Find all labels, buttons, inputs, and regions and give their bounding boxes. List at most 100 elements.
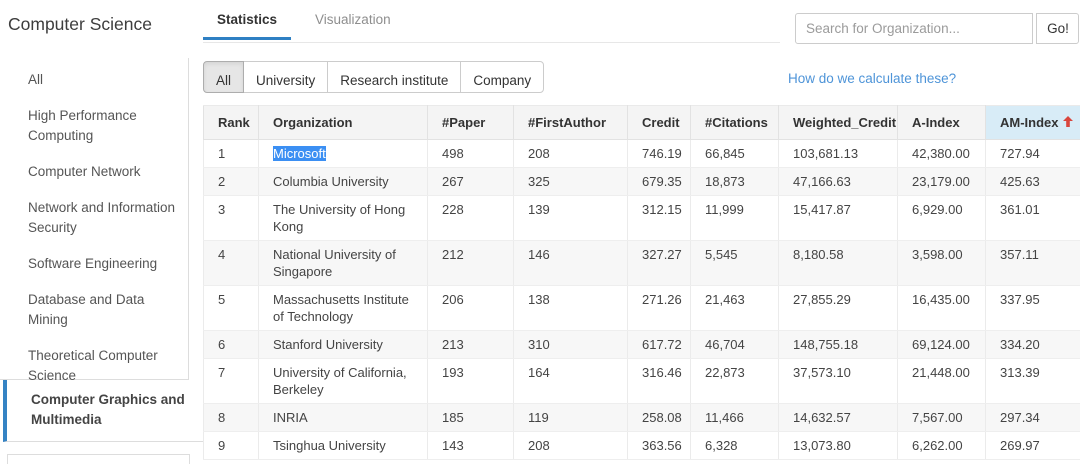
am_index-cell: 425.63 xyxy=(986,168,1080,196)
column-header-label: Organization xyxy=(273,115,352,130)
weighted_credit-cell: 8,180.58 xyxy=(779,241,898,286)
organization-cell[interactable]: University of California, Berkeley xyxy=(259,359,428,404)
column-header[interactable]: Credit xyxy=(628,106,691,140)
filter-button[interactable]: Research institute xyxy=(327,61,461,93)
paper-cell: 498 xyxy=(428,140,514,168)
column-header[interactable]: #Paper xyxy=(428,106,514,140)
credit-cell: 327.27 xyxy=(628,241,691,286)
tab-statistics[interactable]: Statistics xyxy=(203,0,291,40)
organization-cell[interactable]: Massachusetts Institute of Technology xyxy=(259,286,428,331)
organization-cell[interactable]: Tsinghua University xyxy=(259,432,428,460)
credit-cell: 746.19 xyxy=(628,140,691,168)
am_index-cell: 297.34 xyxy=(986,404,1080,432)
organization-selected-text[interactable]: Microsoft xyxy=(273,146,326,161)
first_author-cell: 325 xyxy=(514,168,628,196)
organization-cell[interactable]: Columbia University xyxy=(259,168,428,196)
column-header[interactable]: #Citations xyxy=(691,106,779,140)
first_author-cell: 146 xyxy=(514,241,628,286)
paper-cell: 212 xyxy=(428,241,514,286)
organization-cell[interactable]: National University of Singapore xyxy=(259,241,428,286)
rank-cell: 2 xyxy=(204,168,259,196)
a_index-cell: 6,262.00 xyxy=(898,432,986,460)
rank-cell: 7 xyxy=(204,359,259,404)
a_index-cell: 42,380.00 xyxy=(898,140,986,168)
search-input[interactable] xyxy=(795,13,1033,44)
filter-button[interactable]: All xyxy=(203,61,244,93)
credit-cell: 679.35 xyxy=(628,168,691,196)
am_index-cell: 337.95 xyxy=(986,286,1080,331)
rank-cell: 9 xyxy=(204,432,259,460)
paper-cell: 193 xyxy=(428,359,514,404)
citations-cell: 21,463 xyxy=(691,286,779,331)
credit-cell: 258.08 xyxy=(628,404,691,432)
a_index-cell: 69,124.00 xyxy=(898,331,986,359)
tab-visualization[interactable]: Visualization xyxy=(301,0,405,40)
sidebar-title: Computer Science xyxy=(8,14,152,35)
column-header-label: Weighted_Credit xyxy=(793,115,896,130)
column-header[interactable]: Rank xyxy=(204,106,259,140)
column-header[interactable]: A-Index xyxy=(898,106,986,140)
a_index-cell: 16,435.00 xyxy=(898,286,986,331)
citations-cell: 11,466 xyxy=(691,404,779,432)
weighted_credit-cell: 27,855.29 xyxy=(779,286,898,331)
first_author-cell: 208 xyxy=(514,140,628,168)
rank-cell: 8 xyxy=(204,404,259,432)
sidebar-item[interactable]: Computer Network xyxy=(0,154,188,190)
sidebar-item[interactable]: Database and Data Mining xyxy=(0,282,188,338)
paper-cell: 185 xyxy=(428,404,514,432)
first_author-cell: 164 xyxy=(514,359,628,404)
sort-up-icon xyxy=(1063,114,1073,131)
rank-cell: 3 xyxy=(204,196,259,241)
column-header-label: Rank xyxy=(218,115,250,130)
organization-cell[interactable]: Microsoft xyxy=(259,140,428,168)
am_index-cell: 357.11 xyxy=(986,241,1080,286)
citations-cell: 6,328 xyxy=(691,432,779,460)
sidebar-item-partial[interactable] xyxy=(7,454,190,464)
filter-button[interactable]: Company xyxy=(460,61,544,93)
statistics-table: Rank Organization #Paper #FirstAuthor Credit… xyxy=(203,105,1080,460)
column-header[interactable]: #FirstAuthor xyxy=(514,106,628,140)
column-header[interactable]: Organization xyxy=(259,106,428,140)
weighted_credit-cell: 47,166.63 xyxy=(779,168,898,196)
column-header[interactable]: AM-Index xyxy=(986,106,1080,140)
weighted_credit-cell: 148,755.18 xyxy=(779,331,898,359)
weighted_credit-cell: 14,632.57 xyxy=(779,404,898,432)
organization-cell[interactable]: Stanford University xyxy=(259,331,428,359)
paper-cell: 143 xyxy=(428,432,514,460)
filter-button[interactable]: University xyxy=(243,61,328,93)
calculation-help-link[interactable]: How do we calculate these? xyxy=(788,71,956,86)
sidebar-item[interactable]: High Performance Computing xyxy=(0,98,188,154)
paper-cell: 228 xyxy=(428,196,514,241)
paper-cell: 206 xyxy=(428,286,514,331)
first_author-cell: 208 xyxy=(514,432,628,460)
organization-cell[interactable]: The University of Hong Kong xyxy=(259,196,428,241)
first_author-cell: 310 xyxy=(514,331,628,359)
search-group: Go! xyxy=(795,13,1079,44)
organization-cell[interactable]: INRIA xyxy=(259,404,428,432)
citations-cell: 11,999 xyxy=(691,196,779,241)
am_index-cell: 269.97 xyxy=(986,432,1080,460)
sidebar-item[interactable]: All xyxy=(0,62,188,98)
credit-cell: 312.15 xyxy=(628,196,691,241)
sidebar-item[interactable]: Software Engineering xyxy=(0,246,188,282)
am_index-cell: 361.01 xyxy=(986,196,1080,241)
credit-cell: 316.46 xyxy=(628,359,691,404)
sidebar-item[interactable]: Network and Information Security xyxy=(0,190,188,246)
column-header[interactable]: Weighted_Credit xyxy=(779,106,898,140)
search-go-button[interactable]: Go! xyxy=(1036,13,1079,44)
sidebar-item-active[interactable]: Computer Graphics and Multimedia xyxy=(3,380,203,442)
column-header-label: #FirstAuthor xyxy=(528,115,606,130)
a_index-cell: 6,929.00 xyxy=(898,196,986,241)
weighted_credit-cell: 13,073.80 xyxy=(779,432,898,460)
credit-cell: 617.72 xyxy=(628,331,691,359)
